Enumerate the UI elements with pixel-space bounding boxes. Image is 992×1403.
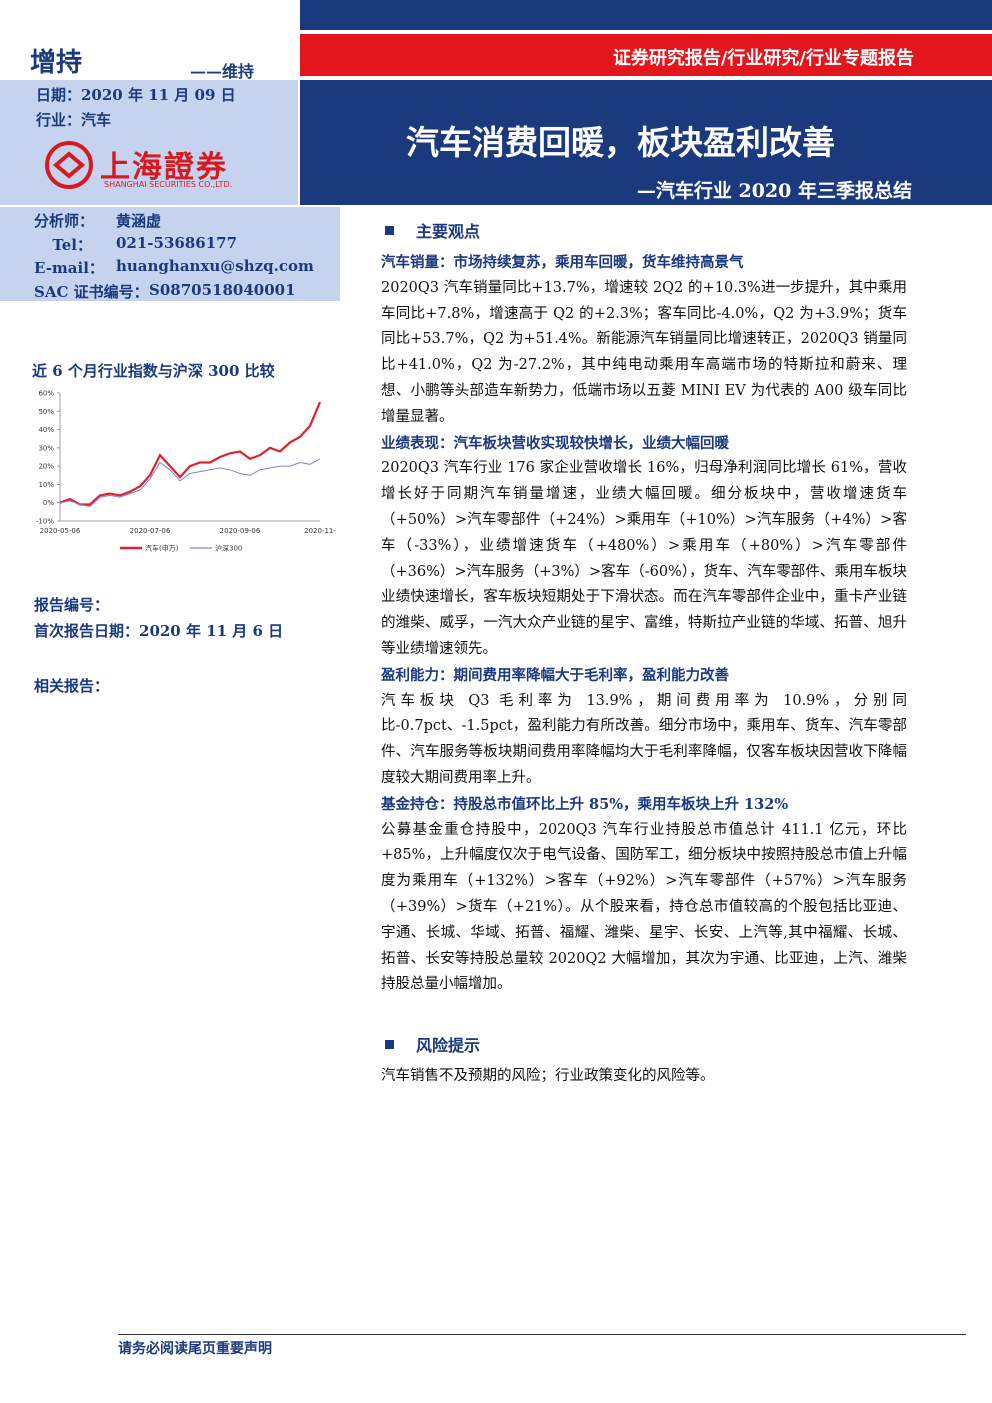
x-tick-label: 2020-09-06 (220, 527, 261, 535)
footer-notice: 请务必阅读尾页重要声明 (118, 1341, 272, 1357)
legend-label: 汽车(申万) (145, 544, 179, 553)
rating-note: ——维持 (190, 62, 255, 81)
report-title: 汽车消费回暖，板块盈利改善 (406, 123, 835, 162)
section-text: 汽车板块 Q3 毛利率为 13.9%，期间费用率为 10.9%，分别同比-0.7… (381, 692, 907, 786)
logo-en: SHANGHAI SECURITIES CO.,LTD. (104, 180, 233, 189)
section-title: 基金持仓：持股总市值环比上升 85%，乘用车板块上升 132% (381, 795, 789, 813)
section-title: 盈利能力：期间费用率降幅大于毛利率，盈利能力改善 (381, 666, 729, 684)
analyst-label: 分析师： (34, 212, 95, 230)
analyst-label: E-mail： (34, 259, 104, 277)
x-tick-label: 2020-11- (304, 527, 336, 535)
header-band (300, 0, 992, 30)
y-tick-label: 60% (38, 390, 54, 398)
report-subtitle: —汽车行业 2020 年三季报总结 (636, 180, 912, 202)
y-tick-label: 40% (38, 426, 54, 434)
sections: 汽车销量：市场持续复苏，乘用车回暖，货车维持高景气 2020Q3 汽车销量同比+1… (381, 250, 907, 998)
analyst-box (0, 207, 340, 301)
chart-title: 近 6 个月行业指数与沪深 300 比较 (32, 362, 275, 380)
analyst-value: 021-53686177 (116, 233, 238, 252)
risk-heading: 风险提示 (381, 1032, 907, 1056)
section-title: 业绩表现：汽车板块营收实现较快增长，业绩大幅回暖 (381, 434, 729, 452)
analyst-row: Tel： 021-53686177 (34, 234, 314, 258)
related: 相关报告： (34, 677, 110, 695)
logo-mark (45, 141, 93, 189)
section-text: 2020Q3 汽车行业 176 家企业营收增长 16%，归母净利润同比增长 61… (381, 460, 907, 657)
risk-text: 汽车销售不及预期的风险；行业政策变化的风险等。 (381, 1068, 715, 1085)
x-tick-label: 2020-05-06 (40, 527, 81, 535)
main-column: 主要观点 汽车销量：市场持续复苏，乘用车回暖，货车维持高景气 2020Q3 汽车销… (381, 212, 907, 1090)
first-date: 首次报告日期：2020 年 11 月 6 日 (34, 622, 284, 640)
main-heading: 主要观点 (381, 218, 907, 242)
industry: 行业：汽车 (36, 111, 112, 129)
footer-rule (118, 1334, 966, 1335)
title-band: 汽车消费回暖，板块盈利改善 —汽车行业 2020 年三季报总结 (300, 80, 992, 205)
section-title: 汽车销量：市场持续复苏，乘用车回暖，货车维持高景气 (381, 254, 744, 271)
logo-cn: 上海證券 (100, 150, 228, 185)
analyst-row: E-mail： huanghanxu@shzq.com (34, 257, 314, 281)
analyst-value: S0870518040001 (149, 280, 296, 299)
category: 证券研究报告/行业研究/行业专题报告 (612, 48, 914, 69)
legend-label: 沪深300 (215, 544, 242, 553)
y-tick-label: 30% (38, 444, 54, 452)
series-line (59, 458, 321, 507)
analyst-row: SAC 证书编号： S0870518040001 (34, 281, 314, 305)
y-tick-label: -10% (36, 518, 54, 526)
y-tick-label: 20% (38, 463, 54, 471)
analyst-value: 黄涵虚 (116, 212, 162, 230)
y-tick-label: 10% (38, 481, 54, 489)
chart: -10% 0% 10% 20% 30% 40% 50% 60% 2020-05-06 2020-0… (36, 390, 336, 553)
y-tick-label: 50% (38, 408, 54, 416)
category-band: 证券研究报告/行业研究/行业专题报告 (300, 34, 992, 76)
analyst-value: huanghanxu@shzq.com (116, 257, 314, 275)
analyst-label: SAC 证书编号： (34, 282, 149, 301)
section-text: 公募基金重仓持股中，2020Q3 汽车行业持股总市值总计 411.1 亿元，环比… (381, 821, 907, 993)
info-box (0, 80, 298, 205)
report-date: 日期：2020 年 11 月 09 日 (36, 86, 236, 104)
x-tick-label: 2020-07-06 (130, 527, 171, 535)
analyst-list: 分析师： 黄涵虚 Tel： 021-53686177 E-mail： huanghanxu… (34, 210, 314, 304)
left-header: 增持 ——维持 日期：2020 年 11 月 09 日 行业：汽车 上海證券 S… (0, 0, 298, 205)
series-line (59, 401, 322, 506)
rating: 增持 (30, 48, 83, 78)
section-text: 2020Q3 汽车销量同比+13.7%，增速较 2Q2 的+10.3%进一步提升… (381, 279, 907, 425)
analyst-label: Tel： (52, 235, 92, 254)
y-tick-label: 0% (43, 499, 54, 507)
report-no: 报告编号： (34, 596, 110, 614)
analyst-row: 分析师： 黄涵虚 (34, 210, 314, 234)
